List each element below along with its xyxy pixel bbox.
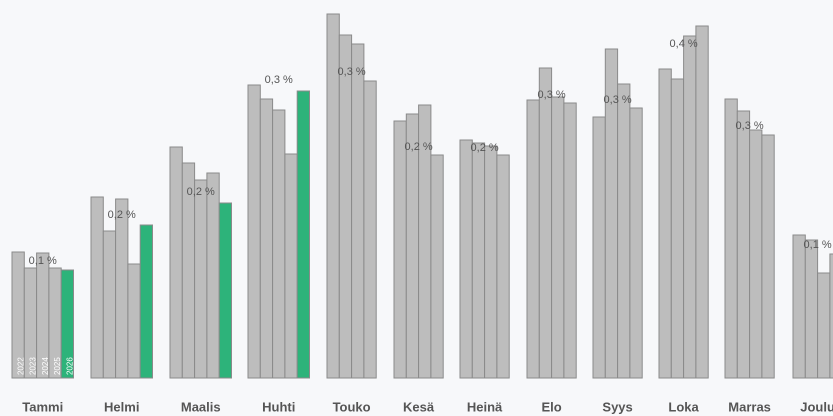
legend-label: 2025 [53, 357, 62, 375]
bar [538, 67, 553, 379]
bar [724, 98, 738, 379]
bar [127, 263, 141, 379]
bar [405, 113, 420, 379]
annotation: 0,1 % [804, 239, 832, 251]
bar [351, 43, 365, 379]
bar [695, 25, 709, 379]
bar [670, 78, 685, 379]
bar [563, 102, 577, 379]
bar [551, 96, 565, 379]
month-label: Elo [541, 399, 561, 414]
bar [102, 230, 117, 379]
bar [804, 239, 819, 379]
bar [629, 107, 643, 379]
bar [363, 80, 377, 379]
bar [296, 90, 311, 379]
bar [194, 179, 208, 379]
bar [736, 110, 751, 379]
annotation: 0,2 % [405, 141, 433, 153]
bar [393, 120, 407, 379]
bar [792, 234, 806, 379]
annotation: 0,2 % [471, 142, 499, 154]
month-label: Maalis [181, 399, 221, 414]
bar [526, 99, 540, 379]
bar [430, 154, 444, 379]
annotation: 0,3 % [736, 120, 764, 132]
bar [484, 145, 498, 379]
annotation: 0,2 % [187, 186, 215, 198]
bar [658, 68, 672, 379]
month-label: Touko [333, 399, 371, 414]
annotation: 0,3 % [338, 66, 366, 78]
month-label: Syys [602, 399, 632, 414]
bar [60, 269, 75, 379]
annotation: 0,1 % [29, 255, 57, 267]
bar [247, 84, 261, 379]
bar [749, 129, 763, 379]
bar [259, 98, 274, 379]
month-label: Helmi [104, 399, 139, 414]
month-label: Loka [668, 399, 699, 414]
legend-label: 2024 [41, 357, 50, 375]
bar [139, 224, 153, 379]
bar [592, 116, 606, 379]
bar [115, 198, 129, 379]
bar [169, 146, 183, 379]
month-label: Tammi [22, 399, 63, 414]
month-label: Marras [728, 399, 771, 414]
bar [459, 139, 473, 379]
bar [683, 35, 697, 379]
legend-label: 2023 [29, 357, 38, 375]
bar [284, 153, 298, 379]
bar [90, 196, 104, 379]
annotation: 0,3 % [604, 94, 632, 106]
bar [817, 272, 831, 379]
bar [829, 253, 833, 379]
legend-label: 2026 [65, 357, 74, 375]
month-label: Huhti [262, 399, 295, 414]
bar [218, 202, 232, 379]
month-label: Kesä [403, 399, 435, 414]
annotation: 0,3 % [538, 89, 566, 101]
month-label: Joulu [800, 399, 833, 414]
bar [496, 154, 510, 379]
bar [206, 172, 220, 379]
bar [272, 109, 286, 379]
legend-label: 2022 [16, 357, 25, 375]
annotation: 0,2 % [108, 209, 136, 221]
month-label: Heinä [467, 399, 503, 414]
annotation: 0,4 % [670, 38, 698, 50]
bar [471, 142, 486, 379]
bar [761, 134, 775, 379]
bar [338, 34, 353, 379]
annotation: 0,3 % [265, 74, 293, 86]
bar [617, 83, 631, 379]
